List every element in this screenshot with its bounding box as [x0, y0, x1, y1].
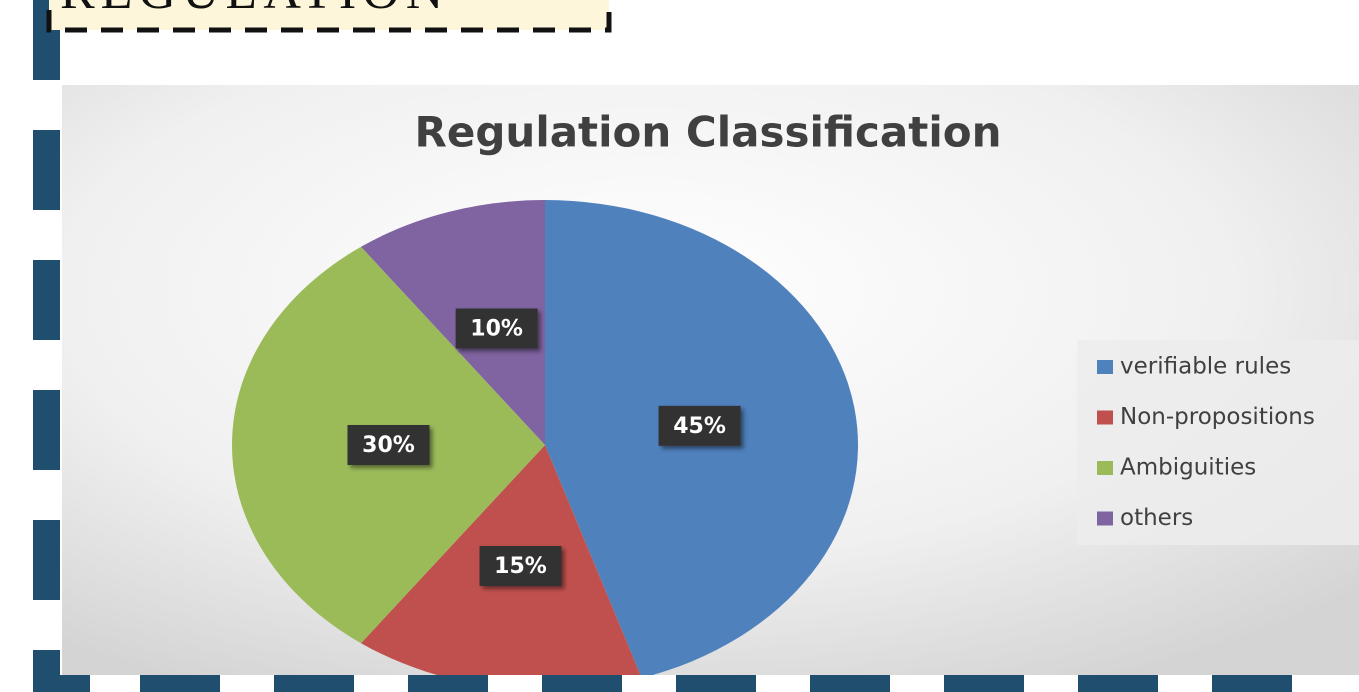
legend-label: verifiable rules — [1120, 354, 1291, 380]
heading: REGULATION — [60, 0, 449, 20]
data-label: 30% — [362, 433, 415, 458]
data-label: 10% — [470, 316, 523, 341]
pie — [231, 200, 858, 675]
chart-title: Regulation Classification — [415, 108, 1002, 157]
pie-slice — [361, 200, 545, 445]
bottom-border — [60, 675, 1292, 692]
data-label: 45% — [673, 414, 726, 439]
left-border — [33, 0, 60, 692]
legend-label: Ambiguities — [1120, 455, 1256, 481]
legend — [1077, 340, 1359, 545]
legend-swatch — [1097, 461, 1113, 475]
heading-box — [46, 0, 612, 33]
data-label-box — [347, 425, 430, 465]
legend-label: Non-propositions — [1120, 404, 1315, 430]
data-label: 15% — [494, 554, 547, 579]
data-label-box — [479, 545, 562, 586]
legend-swatch — [1097, 410, 1113, 425]
legend-label: others — [1120, 505, 1193, 531]
legend-swatch — [1097, 360, 1113, 374]
data-label-box — [455, 308, 538, 349]
legend-swatch — [1097, 511, 1113, 526]
data-label-box — [658, 405, 741, 446]
